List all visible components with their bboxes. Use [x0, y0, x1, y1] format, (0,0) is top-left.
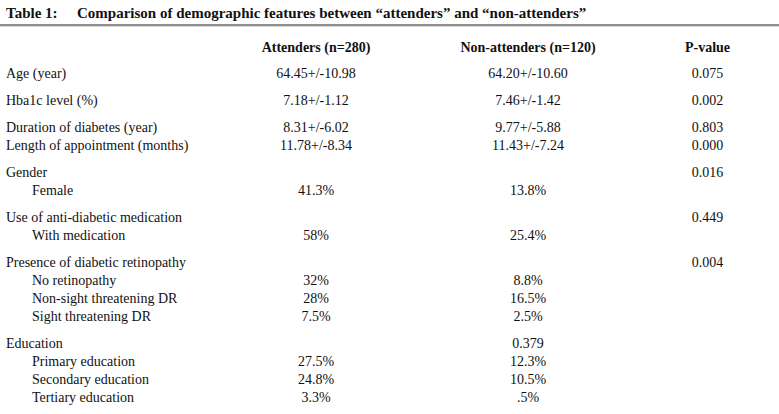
row-label: Hba1c level (%): [0, 92, 230, 110]
non-attenders-value: .5%: [402, 389, 654, 407]
column-header-attenders: Attenders (n=280): [230, 40, 402, 55]
p-value: 0.004: [654, 254, 779, 272]
non-attenders-value: 2.5%: [402, 308, 654, 326]
table-row: Presence of diabetic retinopathy 0.004: [0, 254, 779, 272]
row-label: Primary education: [0, 353, 230, 371]
row-label: Gender: [0, 164, 230, 182]
attenders-value: [230, 254, 402, 272]
row-label: Female: [0, 182, 230, 200]
attenders-value: 11.78+/-8.34: [230, 137, 402, 155]
table-row-group: Hba1c level (%) 7.18+/-1.12 7.46+/-1.42 …: [0, 92, 779, 110]
p-value: 0.075: [654, 65, 779, 83]
table-1-page: Table 1: Comparison of demographic featu…: [0, 0, 779, 414]
table-row: Tertiary education 3.3% .5%: [0, 389, 779, 407]
non-attenders-value: [402, 209, 654, 227]
caption-divider-rule: [0, 24, 779, 26]
p-value: 0.000: [654, 137, 779, 155]
p-value: 0.803: [654, 119, 779, 137]
row-label: Use of anti-diabetic medication: [0, 209, 230, 227]
table-row-group: Education 0.379 Primary education 27.5% …: [0, 335, 779, 407]
attenders-value: 7.5%: [230, 308, 402, 326]
non-attenders-value: 12.3%: [402, 353, 654, 371]
p-value: [654, 227, 779, 245]
table-row: With medication 58% 25.4%: [0, 227, 779, 245]
attenders-value: 3.3%: [230, 389, 402, 407]
attenders-value: 32%: [230, 272, 402, 290]
p-value: 0.002: [654, 92, 779, 110]
table-row: Length of appointment (months) 11.78+/-8…: [0, 137, 779, 155]
table-row-group: Age (year) 64.45+/-10.98 64.20+/-10.60 0…: [0, 65, 779, 83]
p-value: [654, 371, 779, 389]
non-attenders-value: [402, 164, 654, 182]
non-attenders-value: 9.77+/-5.88: [402, 119, 654, 137]
table-row: Duration of diabetes (year) 8.31+/-6.02 …: [0, 119, 779, 137]
row-label: No retinopathy: [0, 272, 230, 290]
p-value: 0.449: [654, 209, 779, 227]
column-header-non-attenders: Non-attenders (n=120): [402, 40, 654, 55]
non-attenders-value: 8.8%: [402, 272, 654, 290]
attenders-value: [230, 335, 402, 353]
table-row: Gender 0.016: [0, 164, 779, 182]
table-header-row: Attenders (n=280) Non-attenders (n=120) …: [0, 40, 779, 55]
attenders-value: 24.8%: [230, 371, 402, 389]
row-label: Length of appointment (months): [0, 137, 230, 155]
row-label: Age (year): [0, 65, 230, 83]
table-row: Non-sight threatening DR 28% 16.5%: [0, 290, 779, 308]
table-row-group: Use of anti-diabetic medication 0.449 Wi…: [0, 209, 779, 245]
non-attenders-value: 16.5%: [402, 290, 654, 308]
table-row: Education 0.379: [0, 335, 779, 353]
p-value: [654, 290, 779, 308]
non-attenders-value: 11.43+/-7.24: [402, 137, 654, 155]
table-row: No retinopathy 32% 8.8%: [0, 272, 779, 290]
p-value: [654, 308, 779, 326]
row-label: Tertiary education: [0, 389, 230, 407]
table-number: Table 1:: [6, 5, 77, 22]
column-header-p-value: P-value: [654, 40, 779, 55]
p-value: [654, 182, 779, 200]
table-row: Age (year) 64.45+/-10.98 64.20+/-10.60 0…: [0, 65, 779, 83]
table-caption: Table 1: Comparison of demographic featu…: [0, 0, 779, 22]
attenders-value: 64.45+/-10.98: [230, 65, 402, 83]
table-row: Hba1c level (%) 7.18+/-1.12 7.46+/-1.42 …: [0, 92, 779, 110]
row-label: Presence of diabetic retinopathy: [0, 254, 230, 272]
non-attenders-value: [402, 254, 654, 272]
row-label: Education: [0, 335, 230, 353]
table-body: Age (year) 64.45+/-10.98 64.20+/-10.60 0…: [0, 65, 779, 407]
table-row: Primary education 27.5% 12.3%: [0, 353, 779, 371]
attenders-value: 8.31+/-6.02: [230, 119, 402, 137]
table-row: Sight threatening DR 7.5% 2.5%: [0, 308, 779, 326]
attenders-value: 28%: [230, 290, 402, 308]
table-row: Use of anti-diabetic medication 0.449: [0, 209, 779, 227]
p-value: [654, 353, 779, 371]
row-label: With medication: [0, 227, 230, 245]
row-label: Secondary education: [0, 371, 230, 389]
row-label: Sight threatening DR: [0, 308, 230, 326]
table-title: Comparison of demographic features betwe…: [77, 5, 779, 22]
p-value: 0.016: [654, 164, 779, 182]
non-attenders-value: 0.379: [402, 335, 654, 353]
attenders-value: 58%: [230, 227, 402, 245]
p-value: [654, 389, 779, 407]
non-attenders-value: 64.20+/-10.60: [402, 65, 654, 83]
column-header-empty: [0, 40, 230, 55]
attenders-value: 41.3%: [230, 182, 402, 200]
attenders-value: 27.5%: [230, 353, 402, 371]
row-label: Non-sight threatening DR: [0, 290, 230, 308]
non-attenders-value: 13.8%: [402, 182, 654, 200]
attenders-value: 7.18+/-1.12: [230, 92, 402, 110]
table-row-group: Gender 0.016 Female 41.3% 13.8%: [0, 164, 779, 200]
p-value: [654, 335, 779, 353]
attenders-value: [230, 164, 402, 182]
row-label: Duration of diabetes (year): [0, 119, 230, 137]
non-attenders-value: 7.46+/-1.42: [402, 92, 654, 110]
p-value: [654, 272, 779, 290]
table-row: Female 41.3% 13.8%: [0, 182, 779, 200]
table-row-group: Duration of diabetes (year) 8.31+/-6.02 …: [0, 119, 779, 155]
attenders-value: [230, 209, 402, 227]
table-row-group: Presence of diabetic retinopathy 0.004 N…: [0, 254, 779, 326]
non-attenders-value: 10.5%: [402, 371, 654, 389]
non-attenders-value: 25.4%: [402, 227, 654, 245]
table-row: Secondary education 24.8% 10.5%: [0, 371, 779, 389]
